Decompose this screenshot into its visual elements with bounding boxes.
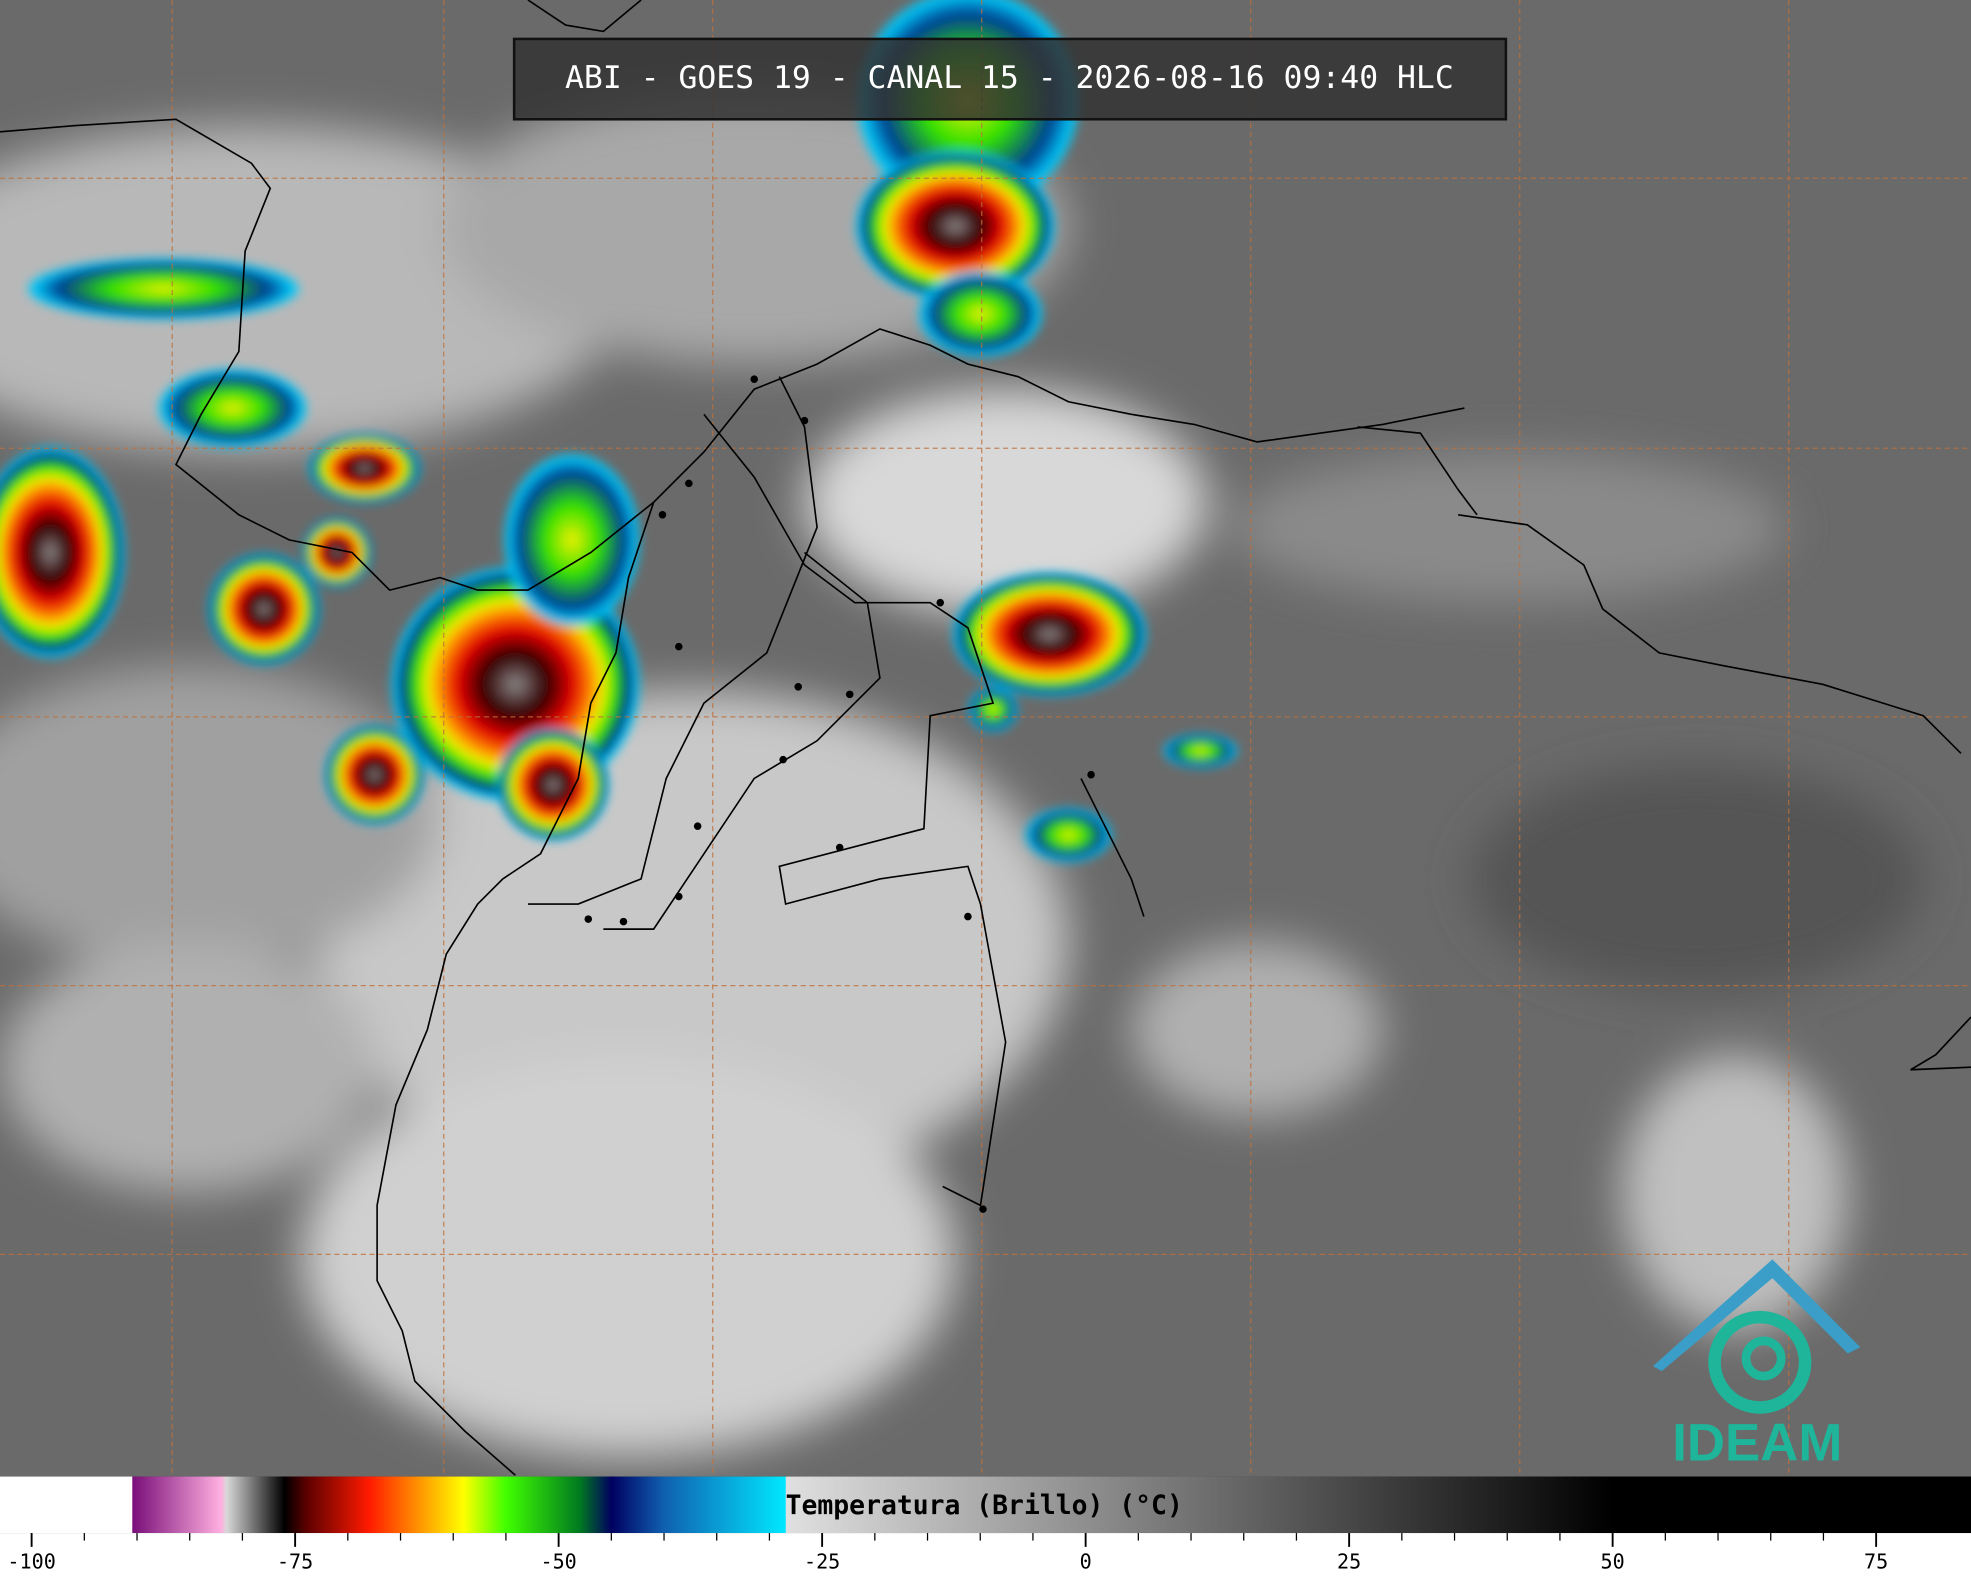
tick-label: 75 bbox=[1864, 1550, 1888, 1574]
tick-label: -75 bbox=[277, 1550, 313, 1574]
tick-label: -50 bbox=[540, 1550, 576, 1574]
title: ABI - GOES 19 - CANAL 15 - 2026-08-16 09… bbox=[565, 60, 1454, 96]
tick-strip bbox=[0, 1533, 1971, 1577]
colorbar bbox=[0, 1476, 1971, 1534]
city-markers bbox=[584, 375, 1095, 1213]
coastlines bbox=[0, 0, 1971, 1476]
tick-label: 25 bbox=[1337, 1550, 1361, 1574]
tick-label: -25 bbox=[804, 1550, 840, 1574]
logo-text: IDEAM bbox=[1672, 1413, 1842, 1472]
graticule bbox=[0, 0, 1971, 1477]
tick-label: 50 bbox=[1601, 1550, 1625, 1574]
logo: IDEAM bbox=[1652, 1259, 1861, 1472]
title-box: ABI - GOES 19 - CANAL 15 - 2026-08-16 09… bbox=[512, 37, 1508, 121]
tick-label: -100 bbox=[7, 1550, 55, 1574]
tick-label: 0 bbox=[1080, 1550, 1092, 1574]
colorbar-label: Temperatura (Brillo) (°C) bbox=[786, 1491, 1183, 1521]
